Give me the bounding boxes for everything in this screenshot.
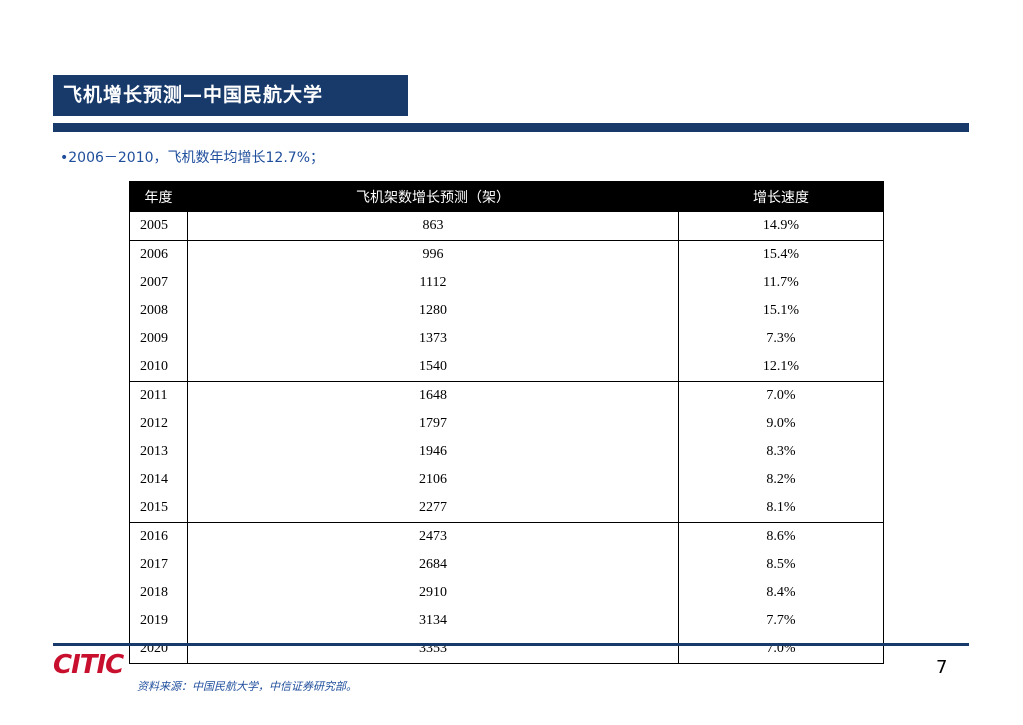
- title-rule: [53, 123, 969, 132]
- table-cell: 2013: [129, 438, 188, 466]
- table-cell: 1112: [187, 269, 679, 297]
- table-row: 2006 996 15.4%: [129, 240, 884, 269]
- table-cell: 3134: [187, 607, 679, 635]
- table-cell: 9.0%: [678, 410, 884, 438]
- table-cell: 2277: [187, 494, 679, 523]
- table-cell: 2017: [129, 551, 188, 579]
- table-cell: 1797: [187, 410, 679, 438]
- table-row: 2015 2277 8.1%: [129, 494, 884, 523]
- forecast-table: 年度 飞机架数增长预测（架） 增长速度 2005 863 14.9% 2006 996 15.…: [129, 181, 884, 664]
- table-row: 2014 2106 8.2%: [129, 466, 884, 494]
- table-cell: 2008: [129, 297, 188, 325]
- table-cell: 2005: [129, 211, 188, 241]
- table-cell: 2019: [129, 607, 188, 635]
- table-cell: 863: [187, 211, 679, 241]
- table-cell: 2684: [187, 551, 679, 579]
- table-cell: 7.3%: [678, 325, 884, 353]
- slide-title: 飞机增长预测—中国民航大学: [53, 75, 408, 116]
- table-cell: 1373: [187, 325, 679, 353]
- table-cell: 2012: [129, 410, 188, 438]
- table-cell: 8.3%: [678, 438, 884, 466]
- table-cell: 1540: [187, 353, 679, 382]
- table-cell: 8.1%: [678, 494, 884, 523]
- table-cell: 2006: [129, 240, 188, 269]
- table-cell: 1946: [187, 438, 679, 466]
- table-cell: 2018: [129, 579, 188, 607]
- logo: CITIC: [53, 650, 124, 680]
- table-row: 2005 863 14.9%: [129, 211, 884, 241]
- table-row: 2009 1373 7.3%: [129, 325, 884, 353]
- table-row: 2019 3134 7.7%: [129, 607, 884, 635]
- table-cell: 2473: [187, 522, 679, 551]
- footer-rule: [53, 643, 969, 646]
- table-cell: 8.4%: [678, 579, 884, 607]
- header-cell: 年度: [129, 181, 188, 212]
- table-cell: 8.2%: [678, 466, 884, 494]
- table-row: 2007 1112 11.7%: [129, 269, 884, 297]
- table-cell: 8.6%: [678, 522, 884, 551]
- table-cell: 12.1%: [678, 353, 884, 382]
- table-cell: 2014: [129, 466, 188, 494]
- table-row: 2018 2910 8.4%: [129, 579, 884, 607]
- table-cell: 996: [187, 240, 679, 269]
- table-cell: 2015: [129, 494, 188, 523]
- table-cell: 2106: [187, 466, 679, 494]
- header-row: 年度 飞机架数增长预测（架） 增长速度: [129, 181, 884, 212]
- table-cell: 1280: [187, 297, 679, 325]
- table-cell: 2009: [129, 325, 188, 353]
- table-cell: 8.5%: [678, 551, 884, 579]
- table-cell: 14.9%: [678, 211, 884, 241]
- header-cell: 飞机架数增长预测（架）: [187, 181, 679, 212]
- page-number: 7: [936, 657, 948, 678]
- table-row: 2010 1540 12.1%: [129, 353, 884, 382]
- table-row: 2011 1648 7.0%: [129, 381, 884, 410]
- source-note: 资料来源：中国民航大学，中信证券研究部。: [137, 680, 357, 693]
- table-cell: 2007: [129, 269, 188, 297]
- table-row: 2016 2473 8.6%: [129, 522, 884, 551]
- table-row: 2017 2684 8.5%: [129, 551, 884, 579]
- table-cell: 7.0%: [678, 635, 884, 664]
- table-cell: 15.1%: [678, 297, 884, 325]
- table-row: 2020 3353 7.0%: [129, 635, 884, 664]
- table-cell: 2020: [129, 635, 188, 664]
- table-row: 2013 1946 8.3%: [129, 438, 884, 466]
- table-body: 2005 863 14.9% 2006 996 15.4% 2007 1112 11.7% 200…: [129, 211, 884, 664]
- table-cell: 2910: [187, 579, 679, 607]
- table-cell: 1648: [187, 381, 679, 410]
- bullet-text: 2006－2010，飞机数年均增长12.7%；: [68, 150, 324, 166]
- table-cell: 3353: [187, 635, 679, 664]
- table-cell: 15.4%: [678, 240, 884, 269]
- table-row: 2008 1280 15.1%: [129, 297, 884, 325]
- bullet: •2006－2010，飞机数年均增长12.7%；: [60, 150, 324, 166]
- header-cell: 增长速度: [678, 181, 884, 212]
- table-cell: 2010: [129, 353, 188, 382]
- table-row: 2012 1797 9.0%: [129, 410, 884, 438]
- table-cell: 11.7%: [678, 269, 884, 297]
- table-cell: 7.7%: [678, 607, 884, 635]
- table-cell: 2011: [129, 381, 188, 410]
- table-cell: 7.0%: [678, 381, 884, 410]
- table-cell: 2016: [129, 522, 188, 551]
